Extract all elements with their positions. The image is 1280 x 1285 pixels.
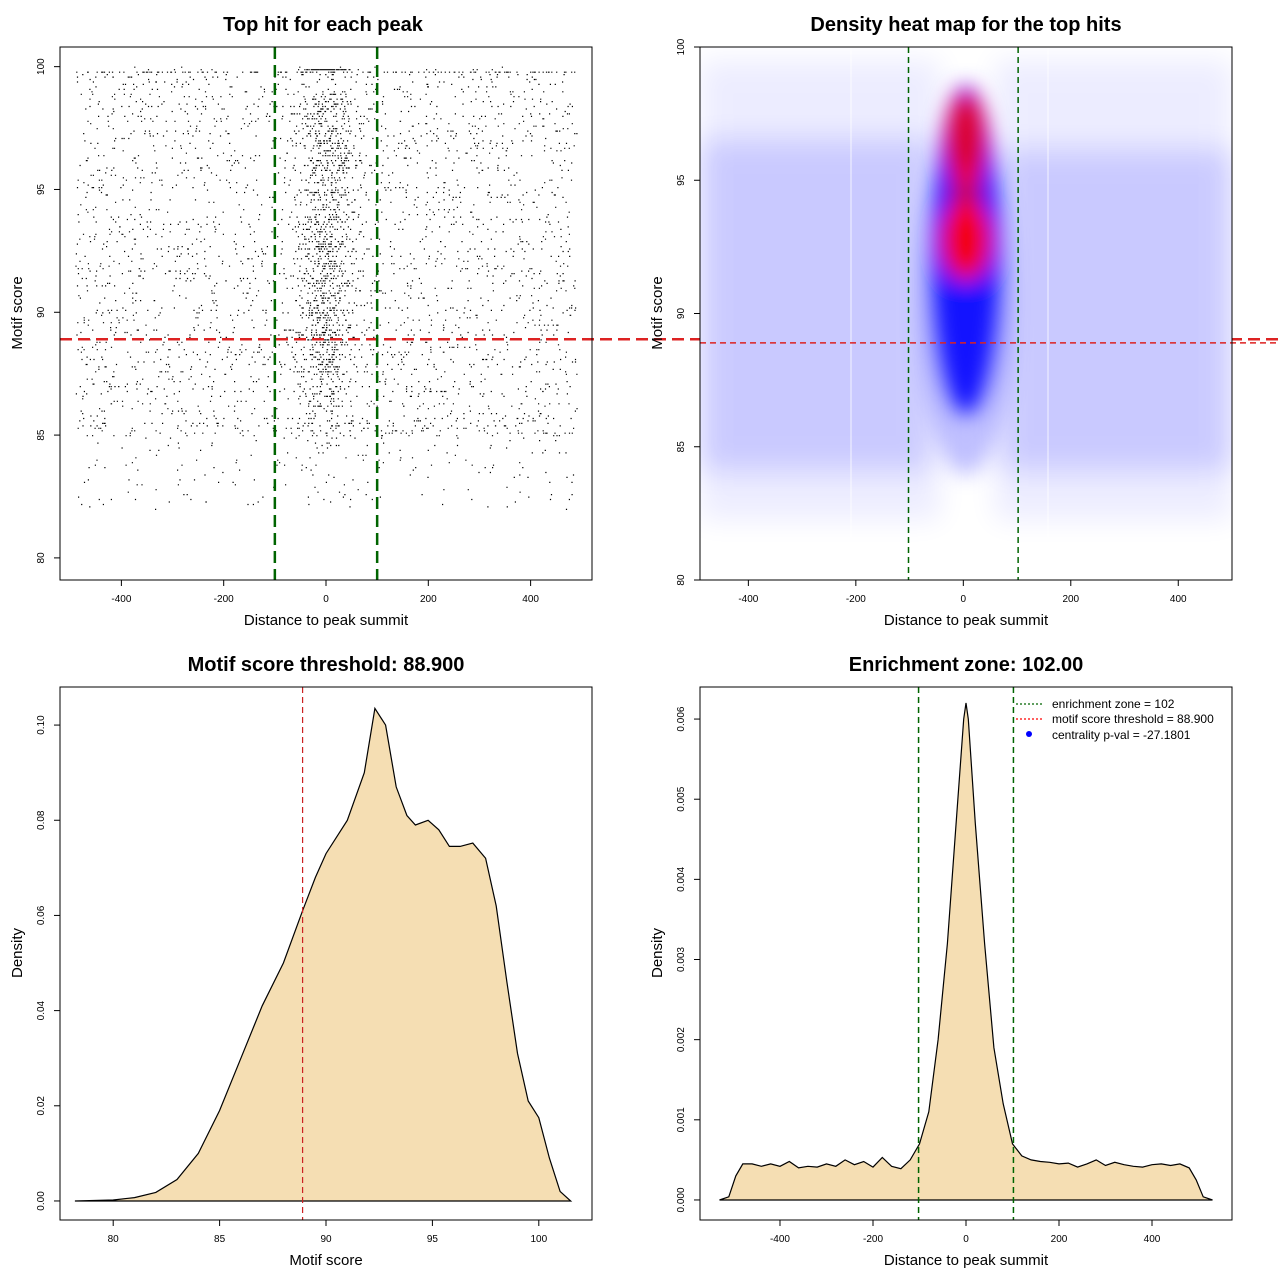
y-tick-label: 95: [676, 174, 687, 186]
x-tick-label: 400: [1170, 594, 1187, 605]
y-tick-label: 100: [676, 38, 687, 55]
y-tick-label: 0.005: [676, 786, 687, 811]
x-tick-label: 200: [1062, 594, 1079, 605]
y-tick-label: 0.001: [676, 1107, 687, 1132]
x-tick-label: -400: [770, 1234, 790, 1245]
y-tick-label: 80: [676, 574, 687, 586]
x-tick-label: 0: [961, 594, 967, 605]
panel1-title: Top hit for each peak: [223, 14, 424, 36]
x-tick-label: 90: [320, 1234, 332, 1245]
y-tick-label: 80: [36, 552, 47, 564]
x-axis-label: Distance to peak summit: [884, 1252, 1049, 1269]
legend-swatch-pval: [1026, 731, 1032, 737]
y-tick-label: 90: [676, 308, 687, 320]
y-tick-label: 0.06: [36, 905, 47, 925]
legend-item-threshold: motif score threshold = 88.900: [1052, 712, 1214, 726]
axes: -400 -200 0 200 400 80 85 90 95 100: [36, 58, 539, 605]
x-tick-label: -200: [214, 594, 234, 605]
axes: 80 85 90 95 100 0.00 0.02 0.04 0.06 0.08 0.10: [36, 715, 548, 1245]
density-area: [719, 702, 1213, 1201]
panel2-title: Density heat map for the top hits: [810, 14, 1121, 36]
x-tick-label: 200: [420, 594, 437, 605]
scatter-points: [75, 66, 578, 510]
y-axis-label: Density: [9, 927, 26, 978]
y-tick-label: 0.10: [36, 715, 47, 735]
y-tick-label: 85: [676, 441, 687, 453]
axes: -400 -200 0 200 400 0.000 0.001 0.002 0.003 0.004…: [676, 706, 1161, 1245]
x-tick-label: 85: [214, 1234, 226, 1245]
y-tick-label: 0.003: [676, 947, 687, 972]
y-tick-label: 100: [36, 58, 47, 75]
plot-frame: [59, 46, 593, 581]
x-axis-label: Motif score: [289, 1252, 362, 1269]
legend-item-pval: centrality p-val = -27.1801: [1052, 728, 1191, 742]
y-tick-label: 85: [36, 429, 47, 441]
y-tick-label: 90: [36, 306, 47, 318]
panel4-title: Enrichment zone: 102.00: [849, 654, 1084, 676]
y-tick-label: 0.000: [676, 1187, 687, 1212]
x-tick-label: 95: [427, 1234, 439, 1245]
legend-item-zone: enrichment zone = 102: [1052, 697, 1175, 711]
panel3-title: Motif score threshold: 88.900: [188, 654, 465, 676]
x-tick-label: 0: [323, 594, 329, 605]
x-tick-label: 400: [522, 594, 539, 605]
panel-distance-density: Enrichment zone: 102.00 -400 -200 0 200 400 0…: [649, 654, 1233, 1269]
y-tick-label: 0.006: [676, 706, 687, 731]
y-tick-label: 95: [36, 183, 47, 195]
y-tick-label: 0.00: [36, 1191, 47, 1211]
x-tick-label: 100: [530, 1234, 547, 1245]
y-tick-label: 0.04: [36, 1000, 47, 1020]
y-axis-label: Motif score: [649, 276, 666, 349]
y-tick-label: 0.08: [36, 810, 47, 830]
axes: -400 -200 0 200 400 80 85 90 95 100: [676, 38, 1187, 605]
y-tick-label: 0.002: [676, 1027, 687, 1052]
y-tick-label: 0.004: [676, 866, 687, 891]
x-tick-label: -400: [738, 594, 758, 605]
y-axis-label: Motif score: [9, 276, 26, 349]
heatmap-surface: [700, 47, 1232, 580]
x-tick-label: 200: [1051, 1234, 1068, 1245]
x-tick-label: -400: [111, 594, 131, 605]
x-tick-label: -200: [846, 594, 866, 605]
scatter-point-group: [75, 66, 578, 510]
x-tick-label: 400: [1144, 1234, 1161, 1245]
x-axis-label: Distance to peak summit: [244, 612, 409, 629]
panel-heatmap: Density heat map for the top hits: [649, 14, 1280, 629]
y-axis-label: Density: [649, 927, 666, 978]
x-tick-label: 80: [108, 1234, 120, 1245]
density-area: [74, 706, 573, 1202]
panel-score-density: Motif score threshold: 88.900 80 85 90 95 10…: [9, 654, 593, 1269]
x-tick-label: -200: [863, 1234, 883, 1245]
x-tick-label: 0: [963, 1234, 969, 1245]
legend: enrichment zone = 102 motif score thresh…: [1016, 697, 1214, 742]
y-tick-label: 0.02: [36, 1096, 47, 1116]
x-axis-label: Distance to peak summit: [884, 612, 1049, 629]
